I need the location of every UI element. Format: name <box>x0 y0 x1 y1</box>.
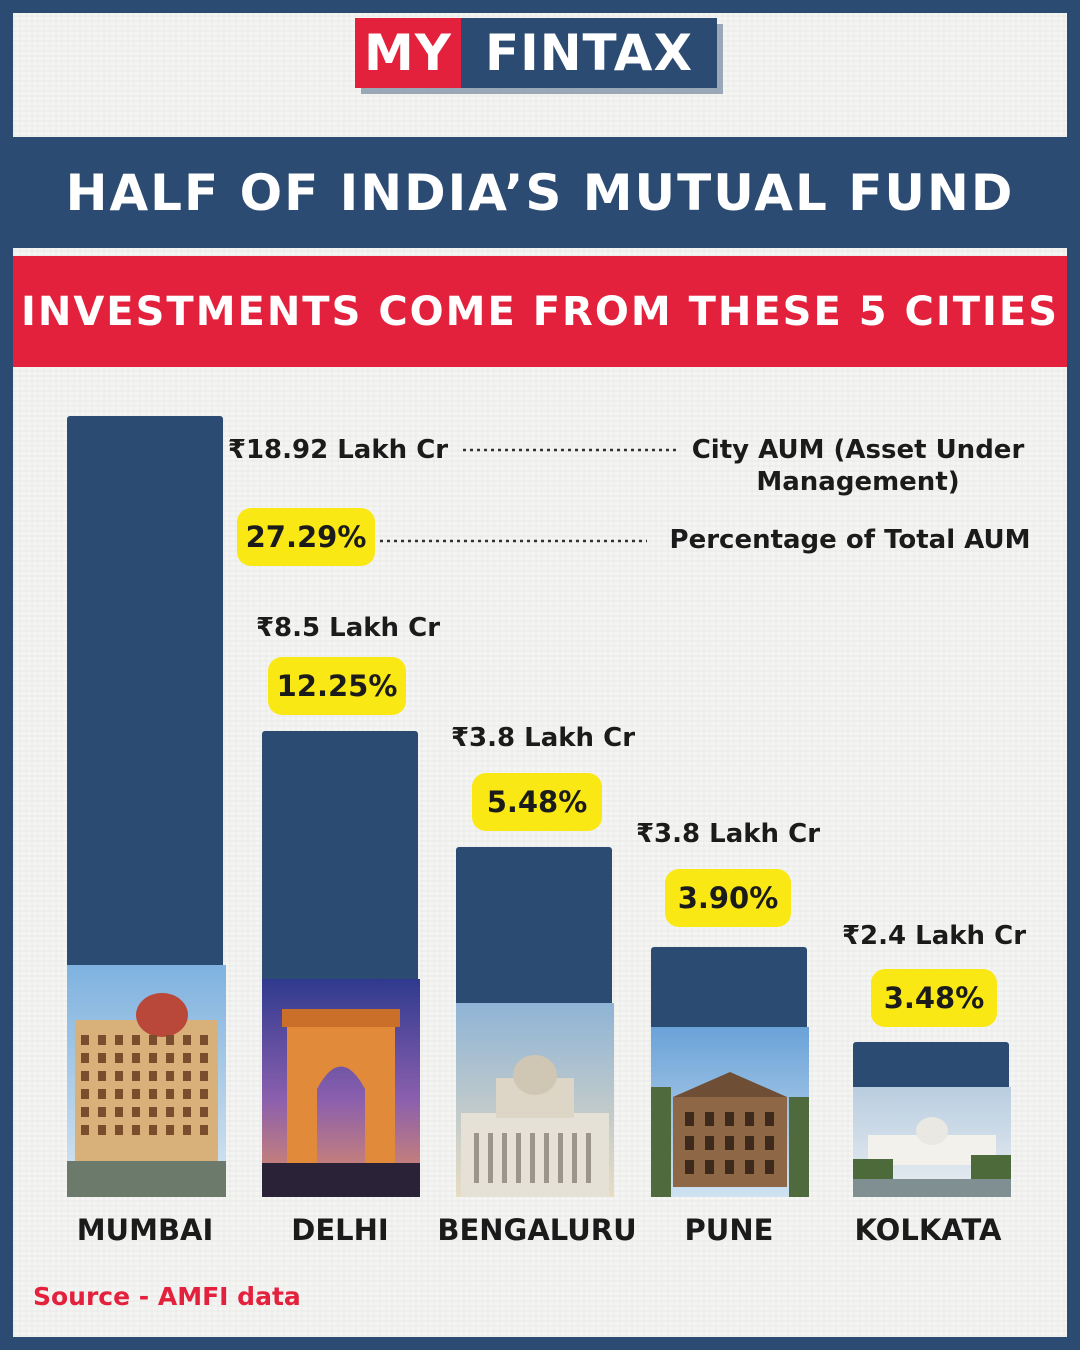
category-label-kolkata: KOLKATA <box>855 1213 1002 1247</box>
pct-label-kolkata: 3.48% <box>884 981 985 1015</box>
headline-band-2: INVESTMENTS COME FROM THESE 5 CITIES <box>13 256 1067 367</box>
aum-label-bengaluru: ₹3.8 Lakh Cr <box>451 723 635 753</box>
city-photo-pune-heritage-building <box>651 1027 809 1197</box>
legend-pct: Percentage of Total AUM <box>670 525 1031 555</box>
pct-badge-kolkata <box>871 969 997 1027</box>
aum-label-delhi: ₹8.5 Lakh Cr <box>256 613 440 643</box>
pct-badge-delhi <box>268 657 406 715</box>
category-label-mumbai: MUMBAI <box>77 1213 214 1247</box>
pct-label-bengaluru: 5.48% <box>487 785 588 819</box>
logo-fintax: FINTAX <box>461 18 717 88</box>
aum-label-kolkata: ₹2.4 Lakh Cr <box>842 921 1026 951</box>
pct-label-mumbai: 27.29% <box>246 520 367 554</box>
category-label-delhi: DELHI <box>291 1213 388 1247</box>
source-note: Source - AMFI data <box>33 1282 301 1311</box>
headline-line-1: HALF OF INDIA’S MUTUAL FUND <box>65 163 1015 222</box>
logo-my: MY <box>355 18 461 88</box>
category-label-bengaluru: BENGALURU <box>437 1213 636 1247</box>
pct-label-delhi: 12.25% <box>277 669 398 703</box>
pct-badge-pune <box>665 869 791 927</box>
city-photo-vidhana-soudha <box>456 1003 614 1197</box>
category-label-pune: PUNE <box>685 1213 774 1247</box>
aum-label-pune: ₹3.8 Lakh Cr <box>636 819 820 849</box>
headline-line-2: INVESTMENTS COME FROM THESE 5 CITIES <box>20 288 1060 335</box>
brand-logo: MY FINTAX <box>355 18 717 88</box>
headline-band-1: HALF OF INDIA’S MUTUAL FUND <box>13 137 1067 248</box>
pct-label-pune: 3.90% <box>678 881 779 915</box>
pct-badge-mumbai <box>237 508 375 566</box>
aum-label-mumbai: ₹18.92 Lakh Cr <box>228 435 448 465</box>
city-photo-india-gate <box>262 979 420 1197</box>
city-photo-taj-mahal-palace-hotel <box>67 965 226 1197</box>
legend-aum-line-1: City AUM (Asset Under <box>692 435 1025 465</box>
legend-aum-line-2: Management) <box>756 467 959 497</box>
pct-badge-bengaluru <box>472 773 602 831</box>
city-photo-victoria-memorial <box>853 1087 1011 1197</box>
